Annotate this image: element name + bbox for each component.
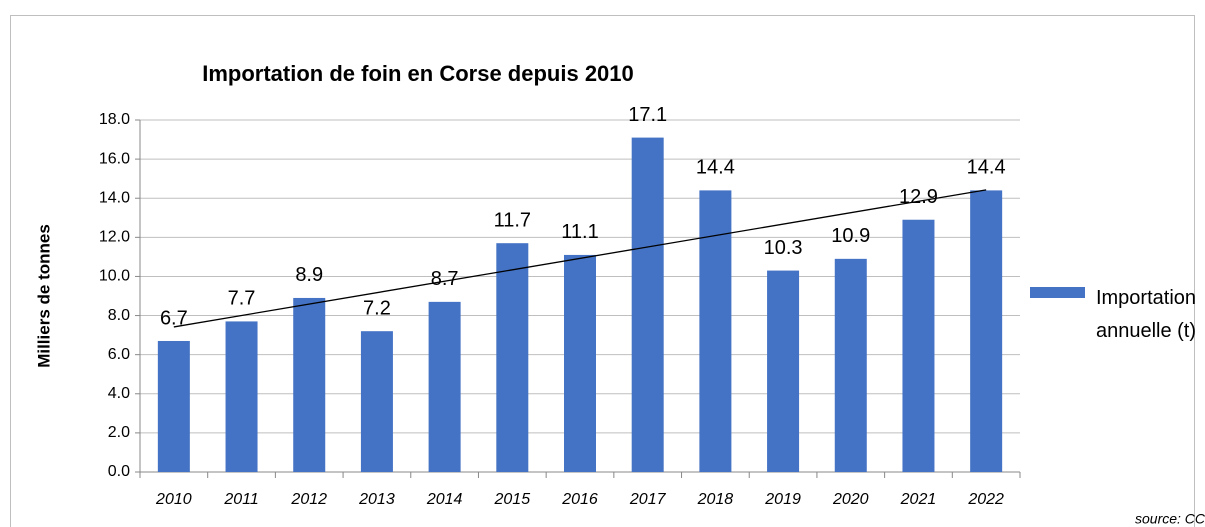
trendline xyxy=(173,189,987,328)
data-label: 7.7 xyxy=(228,288,256,310)
bar xyxy=(902,219,935,472)
legend-entry: Importation annuelle (t) xyxy=(1095,287,1197,342)
y-axis-label: Milliers de tonnes xyxy=(34,224,53,368)
data-label: 11.1 xyxy=(561,221,598,243)
chart-title: Importation de foin en Corse depuis 2010 xyxy=(202,61,634,86)
data-label: 7.2 xyxy=(363,297,391,319)
bar xyxy=(293,297,326,472)
bar xyxy=(564,254,596,472)
data-label: 14.4 xyxy=(967,157,1006,179)
bar xyxy=(428,301,461,472)
data-label: 10.3 xyxy=(764,237,803,259)
x-tick-label: 2016 xyxy=(561,491,598,508)
x-tick-label: 2022 xyxy=(967,491,1004,508)
x-tick-label: 2018 xyxy=(697,491,734,508)
bar xyxy=(699,190,732,472)
bar xyxy=(225,321,258,472)
y-tick-label: 6.0 xyxy=(108,346,130,363)
data-label: 17.1 xyxy=(628,104,667,126)
x-tick-label: 2013 xyxy=(358,491,395,508)
data-label: 8.9 xyxy=(295,264,323,286)
x-tick-label: 2021 xyxy=(900,491,937,508)
data-label: 6.7 xyxy=(160,307,188,329)
data-label: 14.4 xyxy=(696,157,735,179)
y-tick-label: 18.0 xyxy=(99,111,130,128)
bar xyxy=(970,190,1003,472)
y-tick-label: 14.0 xyxy=(99,189,130,206)
source-note: source: CCI2B/2A xyxy=(1135,511,1205,527)
bar xyxy=(496,243,529,472)
y-tick-label: 2.0 xyxy=(108,424,130,441)
x-tick-label: 2020 xyxy=(832,491,869,508)
x-tick-label: 2010 xyxy=(155,491,192,508)
x-tick-label: 2017 xyxy=(629,491,667,508)
y-tick-label: 0.0 xyxy=(108,463,130,480)
x-tick-label: 2011 xyxy=(223,491,258,508)
y-tick-label: 8.0 xyxy=(108,307,130,324)
y-tick-label: 4.0 xyxy=(108,385,130,402)
y-tick-label: 10.0 xyxy=(99,268,130,285)
data-label: 11.7 xyxy=(494,209,531,231)
y-tick-label: 16.0 xyxy=(99,150,130,167)
data-label: 8.7 xyxy=(431,268,459,290)
bar xyxy=(631,137,664,472)
legend-swatch xyxy=(1030,287,1085,298)
bar xyxy=(157,340,190,472)
x-tick-label: 2019 xyxy=(764,491,801,508)
x-tick-label: 2012 xyxy=(290,491,327,508)
bar xyxy=(834,258,867,472)
data-label: 10.9 xyxy=(831,225,870,247)
y-tick-label: 12.0 xyxy=(99,229,130,246)
bar xyxy=(767,270,800,472)
x-tick-label: 2015 xyxy=(494,491,531,508)
x-tick-label: 2014 xyxy=(426,491,463,508)
bar xyxy=(360,331,393,472)
data-label: 12.9 xyxy=(899,186,938,208)
